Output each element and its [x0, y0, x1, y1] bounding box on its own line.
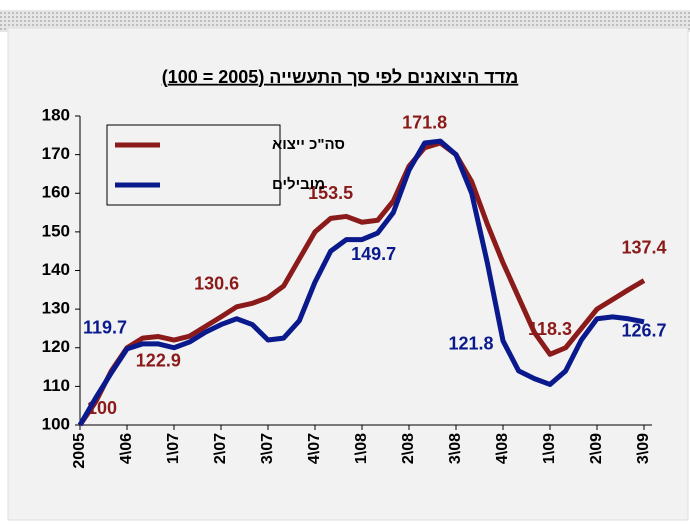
legend-label: מובילים	[272, 176, 325, 193]
y-tick-label: 100	[42, 414, 70, 433]
series-line	[77, 138, 645, 427]
data-label: 119.7	[83, 318, 127, 338]
legend	[106, 124, 281, 206]
chart-title: מדד היצואנים לפי סך התעשייה (2005 = 100)	[162, 67, 519, 87]
x-tick-label: 3\09	[635, 433, 652, 464]
y-tick-label: 130	[42, 299, 70, 318]
chart-area	[7, 27, 689, 521]
y-tick-label: 170	[42, 144, 70, 163]
y-tick-label: 160	[42, 183, 70, 202]
x-tick-label: 4\08	[494, 433, 511, 464]
y-tick-label: 110	[43, 376, 70, 395]
series-line	[77, 140, 646, 427]
data-label: 153.5	[308, 183, 353, 203]
data-label: 171.8	[402, 112, 447, 132]
x-tick-label: 1\07	[165, 433, 182, 464]
x-tick-label: 2\09	[588, 433, 605, 464]
legend-label: סה"כ ייצוא	[272, 136, 345, 153]
data-label: 149.7	[351, 244, 396, 264]
data-label: 130.6	[194, 274, 239, 294]
data-label: 122.9	[136, 350, 181, 370]
y-tick-label: 150	[42, 221, 70, 240]
x-tick-label: 3\08	[447, 433, 464, 464]
data-label: 118.3	[528, 319, 572, 339]
y-tick-label: 120	[42, 337, 70, 356]
x-tick-label: 1\08	[353, 433, 370, 464]
x-tick-label: 4\07	[306, 433, 323, 464]
x-tick-label: 2005	[71, 433, 88, 469]
x-tick-label: 2\07	[212, 433, 229, 464]
y-tick-label: 180	[42, 105, 70, 124]
y-tick-label: 140	[42, 260, 70, 279]
x-tick-label: 4\06	[118, 433, 135, 464]
data-label: 121.8	[448, 334, 493, 354]
x-tick-label: 2\08	[400, 433, 417, 464]
data-label: 126.7	[621, 321, 666, 341]
x-tick-label: 3\07	[259, 433, 276, 464]
x-tick-label: 1\09	[541, 433, 558, 464]
data-label: 137.4	[621, 237, 666, 257]
frame-top	[0, 10, 690, 32]
